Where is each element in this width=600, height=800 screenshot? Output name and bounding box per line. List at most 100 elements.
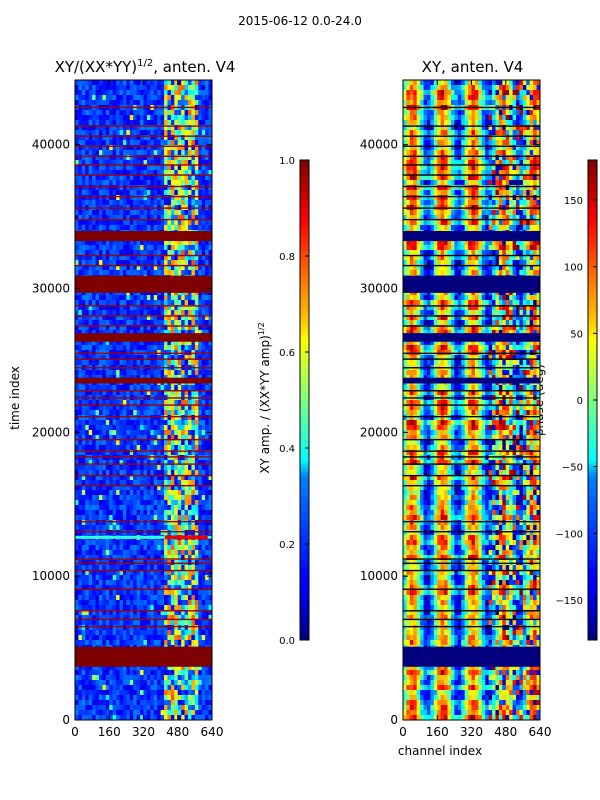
left-heatmap-cell xyxy=(184,135,189,141)
left-heatmap-cell xyxy=(198,320,203,326)
left-heatmap-cell xyxy=(181,425,185,431)
left-heatmap-cell xyxy=(167,170,172,176)
left-heatmap-cell xyxy=(75,680,79,686)
left-heatmap-cell xyxy=(174,370,179,376)
left-heatmap-cell xyxy=(174,480,179,486)
left-heatmap-cell xyxy=(184,470,189,476)
left-heatmap-cell xyxy=(157,390,162,396)
left-heatmap-cell xyxy=(105,690,110,696)
left-heatmap-cell xyxy=(136,220,141,226)
left-heatmap-cell xyxy=(126,475,131,481)
left-heatmap-cell xyxy=(205,340,209,346)
left-heatmap-cell xyxy=(133,675,138,681)
left-heatmap-cell xyxy=(174,640,179,646)
left-heatmap-cell xyxy=(126,425,131,431)
left-heatmap-cell xyxy=(133,115,138,121)
left-heatmap-cell xyxy=(146,455,151,461)
left-heatmap-cell xyxy=(164,625,168,631)
left-heatmap-cell xyxy=(143,490,148,496)
left-heatmap-cell xyxy=(143,170,148,176)
left-heatmap-cell xyxy=(198,595,203,601)
left-heatmap-cell xyxy=(81,360,86,366)
left-heatmap-cell xyxy=(188,400,192,406)
left-heatmap-cell xyxy=(157,415,162,421)
left-heatmap-cell xyxy=(177,495,182,501)
left-heatmap-cell xyxy=(109,325,114,331)
left-heatmap-cell xyxy=(133,90,138,96)
left-heatmap-cell xyxy=(174,565,179,571)
left-heatmap-cell xyxy=(181,255,185,261)
left-heatmap-cell xyxy=(164,305,168,311)
left-heatmap-cell xyxy=(184,525,189,531)
left-heatmap-cell xyxy=(136,495,141,501)
left-heatmap-cell xyxy=(129,165,134,171)
left-heatmap-cell xyxy=(208,250,213,256)
left-heatmap-cell xyxy=(150,665,155,671)
left-heatmap-cell xyxy=(146,130,151,136)
left-heatmap-cell xyxy=(98,330,103,336)
left-heatmap-cell xyxy=(78,305,83,311)
left-heatmap-cell xyxy=(78,345,83,351)
left-heatmap-cell xyxy=(191,320,196,326)
left-heatmap-cell xyxy=(140,100,144,106)
left-heatmap-cell xyxy=(122,185,127,191)
left-heatmap-cell xyxy=(112,415,117,421)
left-heatmap-cell xyxy=(191,430,196,436)
left-heatmap-cell xyxy=(116,100,120,106)
left-heatmap-cell xyxy=(85,270,90,276)
left-heatmap-cell xyxy=(157,690,162,696)
left-heatmap-cell xyxy=(201,415,206,421)
left-heatmap-cell xyxy=(102,665,107,671)
left-heatmap-cell xyxy=(184,315,189,321)
left-heatmap-cell xyxy=(170,305,175,311)
left-heatmap-cell xyxy=(92,480,96,486)
left-heatmap-cell xyxy=(143,460,148,466)
left-heatmap-cell xyxy=(167,465,172,471)
left-heatmap-cell xyxy=(194,220,199,226)
left-heatmap-cell xyxy=(177,150,182,156)
left-heatmap-cell xyxy=(153,100,158,106)
left-heatmap-cell xyxy=(174,270,179,276)
left-heatmap-cell xyxy=(122,120,127,126)
left-heatmap-cell xyxy=(160,615,165,621)
left-heatmap-cell xyxy=(109,490,114,496)
left-heatmap-cell xyxy=(194,405,199,411)
left-heatmap-cell xyxy=(136,415,141,421)
left-heatmap-cell xyxy=(177,665,182,671)
left-heatmap-cell xyxy=(174,145,179,151)
left-heatmap-cell xyxy=(170,475,175,481)
left-heatmap-cell xyxy=(174,325,179,331)
left-heatmap-cell xyxy=(160,410,165,416)
left-heatmap-cell xyxy=(170,620,175,626)
left-heatmap-cell xyxy=(174,260,179,266)
left-heatmap-cell xyxy=(201,580,206,586)
left-heatmap-cell xyxy=(164,315,168,321)
left-heatmap-cell xyxy=(95,110,100,116)
left-heatmap-cell xyxy=(75,445,79,451)
left-heatmap-cell xyxy=(75,585,79,591)
left-heatmap-cell xyxy=(98,445,103,451)
left-heatmap-cell xyxy=(174,140,179,146)
left-heatmap-cell xyxy=(112,85,117,91)
left-heatmap-cell xyxy=(78,175,83,181)
left-heatmap-cell xyxy=(140,220,144,226)
left-heatmap-cell xyxy=(75,475,79,481)
left-heatmap-cell xyxy=(102,545,107,551)
left-heatmap-cell xyxy=(167,370,172,376)
left-heatmap-cell xyxy=(170,425,175,431)
left-heatmap-cell xyxy=(136,435,141,441)
left-heatmap-cell xyxy=(95,150,100,156)
left-heatmap-cell xyxy=(160,80,165,86)
left-heatmap-cell xyxy=(208,630,213,636)
left-heatmap-cell xyxy=(119,320,124,326)
left-heatmap-cell xyxy=(177,430,182,436)
left-heatmap-cell xyxy=(88,405,93,411)
left-heatmap-cell xyxy=(75,465,79,471)
left-heatmap-cell xyxy=(160,640,165,646)
left-heatmap-cell xyxy=(78,330,83,336)
left-heatmap-cell xyxy=(78,460,83,466)
left-heatmap-cell xyxy=(164,610,168,616)
left-heatmap-cell xyxy=(133,520,138,526)
left-heatmap-cell xyxy=(181,270,185,276)
left-heatmap-cell xyxy=(116,240,120,246)
